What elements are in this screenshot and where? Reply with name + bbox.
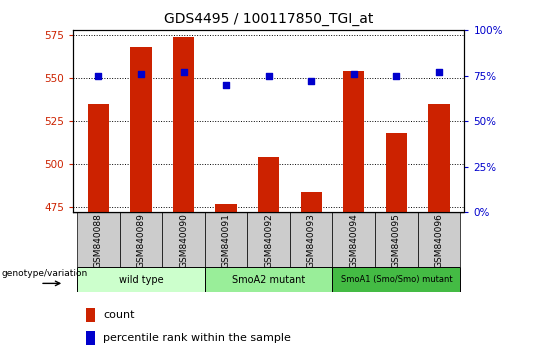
- Bar: [333, 267, 460, 292]
- Point: [349, 71, 358, 77]
- Point: [435, 69, 443, 75]
- Bar: [417, 212, 460, 267]
- Point: [94, 73, 103, 79]
- Bar: [86, 308, 95, 322]
- Bar: [205, 212, 247, 267]
- Point: [222, 82, 231, 87]
- Text: GSM840092: GSM840092: [264, 213, 273, 268]
- Bar: [120, 212, 162, 267]
- Bar: [375, 212, 417, 267]
- Text: GSM840090: GSM840090: [179, 213, 188, 268]
- Bar: [88, 104, 109, 212]
- Text: wild type: wild type: [119, 275, 163, 285]
- Text: GSM840096: GSM840096: [434, 213, 443, 268]
- Bar: [428, 104, 449, 212]
- Bar: [386, 133, 407, 212]
- Bar: [301, 192, 322, 212]
- Text: count: count: [103, 310, 134, 320]
- Text: GSM840095: GSM840095: [392, 213, 401, 268]
- Point: [179, 69, 188, 75]
- Bar: [290, 212, 333, 267]
- Point: [392, 73, 401, 79]
- Text: GSM840089: GSM840089: [137, 213, 145, 268]
- Bar: [333, 212, 375, 267]
- Bar: [205, 267, 333, 292]
- Bar: [215, 204, 237, 212]
- Bar: [130, 47, 152, 212]
- Point: [265, 73, 273, 79]
- Bar: [162, 212, 205, 267]
- Bar: [343, 72, 364, 212]
- Bar: [77, 212, 120, 267]
- Bar: [77, 267, 205, 292]
- Point: [137, 71, 145, 77]
- Text: genotype/variation: genotype/variation: [2, 269, 87, 278]
- Bar: [247, 212, 290, 267]
- Title: GDS4495 / 100117850_TGI_at: GDS4495 / 100117850_TGI_at: [164, 12, 373, 26]
- Text: GSM840094: GSM840094: [349, 213, 358, 268]
- Text: SmoA1 (Smo/Smo) mutant: SmoA1 (Smo/Smo) mutant: [341, 275, 452, 284]
- Text: SmoA2 mutant: SmoA2 mutant: [232, 275, 305, 285]
- Text: GSM840091: GSM840091: [221, 213, 231, 268]
- Bar: [173, 37, 194, 212]
- Point: [307, 78, 315, 84]
- Text: GSM840093: GSM840093: [307, 213, 316, 268]
- Text: percentile rank within the sample: percentile rank within the sample: [103, 332, 291, 343]
- Bar: [258, 158, 279, 212]
- Bar: [86, 331, 95, 344]
- Text: GSM840088: GSM840088: [94, 213, 103, 268]
